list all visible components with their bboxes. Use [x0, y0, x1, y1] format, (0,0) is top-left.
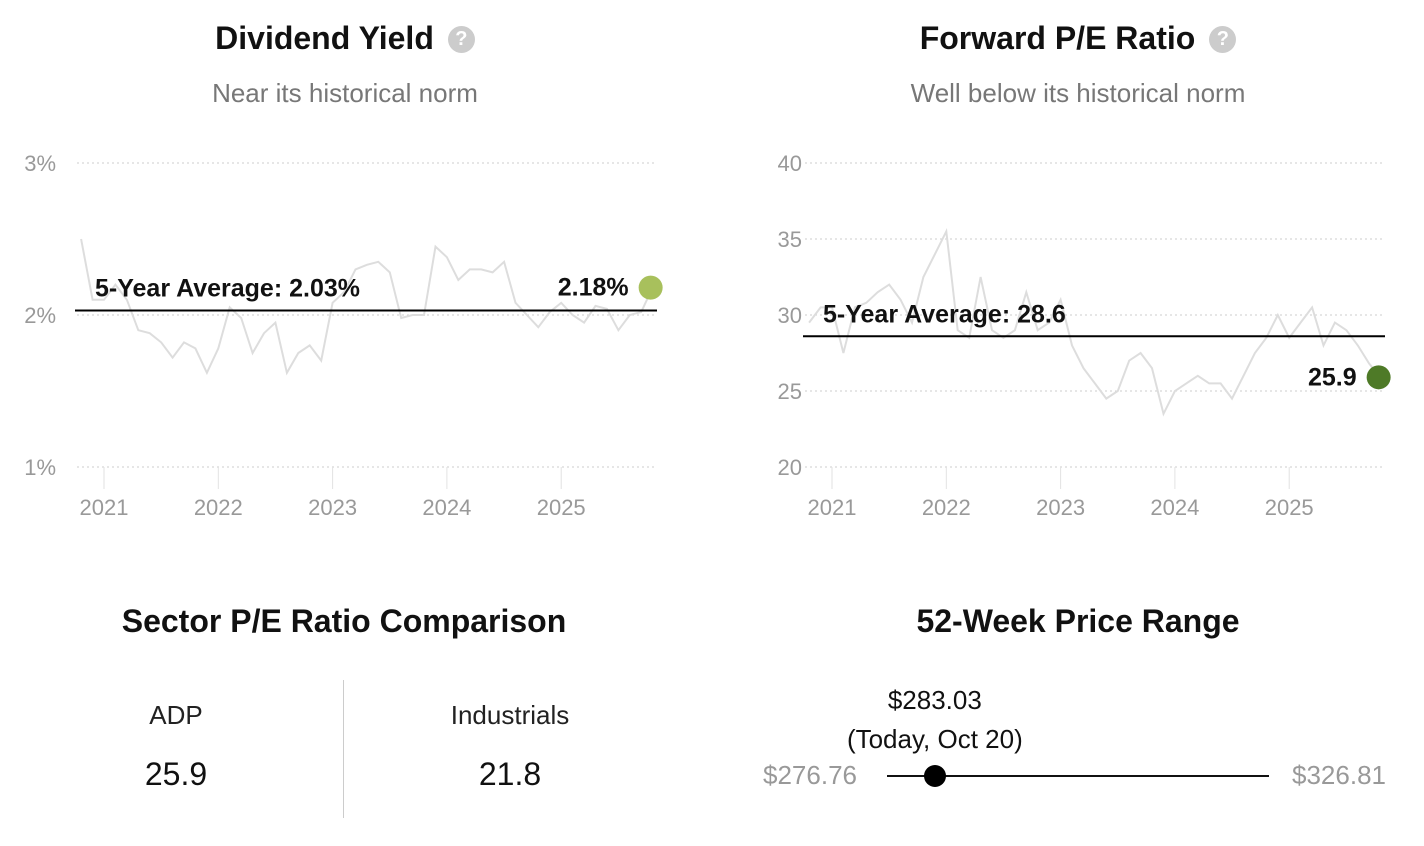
range-current-note: (Today, Oct 20) — [846, 724, 1023, 754]
series-line — [808, 227, 1382, 417]
sector-label-adp: ADP — [149, 700, 203, 730]
y-tick-label: 1% — [24, 455, 56, 480]
average-label: 5-Year Average: 28.6 — [823, 300, 1066, 328]
series-line — [80, 238, 654, 376]
y-tick-label: 40 — [778, 151, 802, 176]
range-current-label: $283.03 (Today, Oct 20) — [805, 681, 1065, 759]
dividend-subtitle: Near its historical norm — [212, 78, 478, 108]
x-tick-label: 2021 — [808, 495, 857, 520]
range-title: 52-Week Price Range — [916, 603, 1240, 639]
range-marker — [923, 765, 946, 787]
pe-subtitle: Well below its historical norm — [910, 78, 1246, 108]
pe-title: Forward P/E Ratio? — [728, 20, 1424, 57]
current-value-dot — [638, 275, 663, 300]
y-tick-label: 30 — [778, 303, 802, 328]
y-tick-label: 25 — [778, 379, 802, 404]
range-current-price: $283.03 — [887, 685, 982, 715]
x-tick-label: 2022 — [194, 495, 243, 520]
dividend-yield-chart: 1% 2% 3% 2021 2022 2023 2024 2025 5-Year Average… — [24, 151, 663, 520]
x-tick-label: 2024 — [1150, 495, 1199, 520]
x-tick-label: 2021 — [80, 495, 129, 520]
dividend-title: Dividend Yield? — [0, 20, 690, 57]
range-track — [887, 775, 1269, 777]
dividend-title-text: Dividend Yield — [215, 20, 434, 56]
current-value-dot — [1366, 365, 1391, 390]
y-tick-label: 3% — [24, 151, 56, 176]
range-high: $326.81 — [1292, 760, 1386, 790]
pe-title-text: Forward P/E Ratio — [919, 20, 1196, 56]
current-value-label: 2.18% — [558, 274, 629, 302]
sector-label-industrials: Industrials — [450, 700, 570, 730]
sector-value-industrials: 21.8 — [478, 756, 542, 792]
y-tick-label: 2% — [24, 303, 56, 328]
x-tick-label: 2025 — [537, 495, 586, 520]
y-tick-label: 35 — [778, 227, 802, 252]
sector-value-adp: 25.9 — [144, 756, 208, 792]
x-tick-label: 2024 — [422, 495, 471, 520]
x-tick-label: 2023 — [1036, 495, 1085, 520]
y-tick-label: 20 — [778, 455, 802, 480]
help-icon[interactable]: ? — [1209, 26, 1237, 53]
average-label: 5-Year Average: 2.03% — [95, 274, 360, 302]
sector-title: Sector P/E Ratio Comparison — [121, 603, 567, 639]
x-tick-label: 2023 — [308, 495, 357, 520]
help-icon[interactable]: ? — [447, 26, 475, 53]
x-tick-label: 2022 — [922, 495, 971, 520]
x-tick-label: 2025 — [1265, 495, 1314, 520]
range-low: $276.76 — [763, 760, 857, 790]
divider — [343, 680, 344, 818]
current-value-label: 25.9 — [1308, 363, 1357, 391]
